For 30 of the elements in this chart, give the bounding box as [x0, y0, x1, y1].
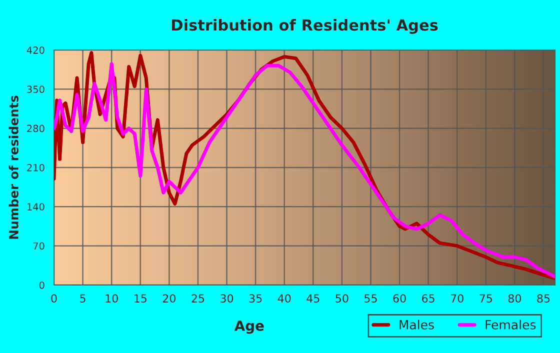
- x-tick-label: 15: [134, 294, 146, 303]
- x-tick-label: 40: [278, 294, 291, 303]
- y-tick-label: 140: [27, 203, 44, 210]
- x-tick-label: 85: [537, 294, 550, 303]
- legend-label: Females: [486, 320, 536, 330]
- x-tick-label: 35: [249, 294, 262, 303]
- x-tick-label: 80: [508, 294, 522, 303]
- y-tick-label: 420: [26, 46, 44, 54]
- x-tick-label: 50: [336, 294, 348, 303]
- x-tick-label: 75: [480, 294, 492, 303]
- x-tick-label: 10: [106, 294, 118, 303]
- y-tick-label: 350: [27, 86, 44, 93]
- x-tick-label: 0: [51, 294, 57, 303]
- x-tick-label: 5: [80, 294, 86, 303]
- y-tick-label: 70: [33, 242, 44, 250]
- x-tick-label: 60: [393, 294, 406, 303]
- x-tick-label: 70: [450, 294, 464, 303]
- legend-label: Males: [400, 320, 434, 330]
- x-tick-label: 25: [192, 294, 204, 303]
- x-axis-title: Age: [234, 320, 264, 334]
- x-tick-label: 65: [422, 294, 434, 303]
- chart-title: Distribution of Residents' Ages: [172, 18, 438, 34]
- y-tick-label: 0: [39, 281, 44, 289]
- x-tick-label: 20: [162, 294, 176, 303]
- x-tick-label: 30: [220, 294, 234, 303]
- x-tick-label: 45: [306, 294, 320, 303]
- y-tick-label: 210: [27, 164, 44, 172]
- y-axis-title: Number of residents: [8, 96, 18, 239]
- x-tick-label: 55: [364, 294, 377, 303]
- y-tick-label: 280: [27, 124, 44, 132]
